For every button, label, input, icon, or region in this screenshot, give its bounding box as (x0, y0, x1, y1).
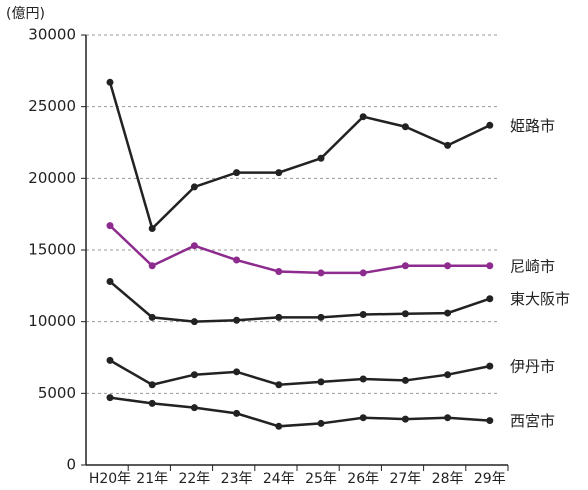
point (359, 414, 367, 422)
x-tick-label: 28年 (432, 471, 464, 487)
point (233, 368, 241, 376)
y-tick-label: 15000 (28, 241, 76, 259)
x-tick-label: 26年 (347, 471, 379, 487)
series-line (109, 280, 491, 323)
point (359, 113, 367, 121)
point (444, 414, 452, 422)
point (359, 269, 367, 277)
point (359, 375, 367, 383)
x-tick-label: 21年 (136, 471, 168, 487)
y-tick-label: 20000 (28, 169, 76, 187)
point (401, 415, 409, 423)
point (486, 417, 494, 425)
point (148, 313, 156, 321)
x-tick-label: 24年 (263, 471, 295, 487)
point (444, 309, 452, 317)
point (190, 183, 198, 191)
point (444, 141, 452, 149)
y-tick-label: 10000 (28, 312, 76, 330)
point (486, 121, 494, 129)
point (106, 78, 114, 86)
point (233, 409, 241, 417)
y-tick-label: 30000 (28, 26, 76, 44)
point (444, 262, 452, 270)
series-label: 伊丹市 (510, 358, 555, 376)
x-tick-label: 23年 (221, 471, 253, 487)
series-line (109, 396, 490, 428)
point (190, 404, 198, 412)
point (275, 381, 283, 389)
point (233, 316, 241, 324)
point (317, 269, 325, 277)
point (190, 371, 198, 379)
point (486, 362, 494, 370)
point (444, 371, 452, 379)
point (401, 376, 409, 384)
point (275, 169, 283, 177)
point (486, 295, 494, 303)
point (401, 310, 409, 318)
point (190, 242, 198, 250)
series-label: 東大阪市 (510, 290, 570, 308)
x-tick-label: 27年 (389, 471, 421, 487)
y-axis-label: (億円) (6, 6, 45, 22)
series-label: 西宮市 (510, 412, 555, 430)
x-tick-label: 25年 (305, 471, 337, 487)
point (106, 278, 114, 286)
point (317, 154, 325, 162)
x-tick-label: H20年 (89, 471, 131, 487)
point (401, 262, 409, 270)
point (233, 169, 241, 177)
point (275, 313, 283, 321)
y-tick-label: 5000 (38, 384, 76, 402)
point (106, 222, 114, 230)
point (486, 262, 494, 270)
series-line (109, 224, 490, 275)
point (148, 381, 156, 389)
point (317, 313, 325, 321)
point (317, 419, 325, 427)
point (106, 356, 114, 364)
y-tick-label: 0 (66, 456, 76, 474)
y-tick-label: 25000 (28, 97, 76, 115)
point (148, 225, 156, 232)
point (275, 422, 283, 430)
point (401, 123, 409, 131)
point (106, 394, 114, 402)
series-line (109, 359, 491, 387)
point (190, 318, 198, 326)
point (233, 256, 241, 264)
point (148, 262, 156, 270)
point (359, 311, 367, 318)
series-line (108, 81, 491, 231)
x-tick-label: 22年 (178, 471, 210, 487)
series-label: 姫路市 (510, 117, 555, 135)
point (317, 378, 325, 386)
point (275, 268, 283, 275)
x-tick-label: 29年 (474, 471, 506, 487)
series-label: 尼崎市 (510, 257, 555, 275)
point (148, 399, 156, 407)
